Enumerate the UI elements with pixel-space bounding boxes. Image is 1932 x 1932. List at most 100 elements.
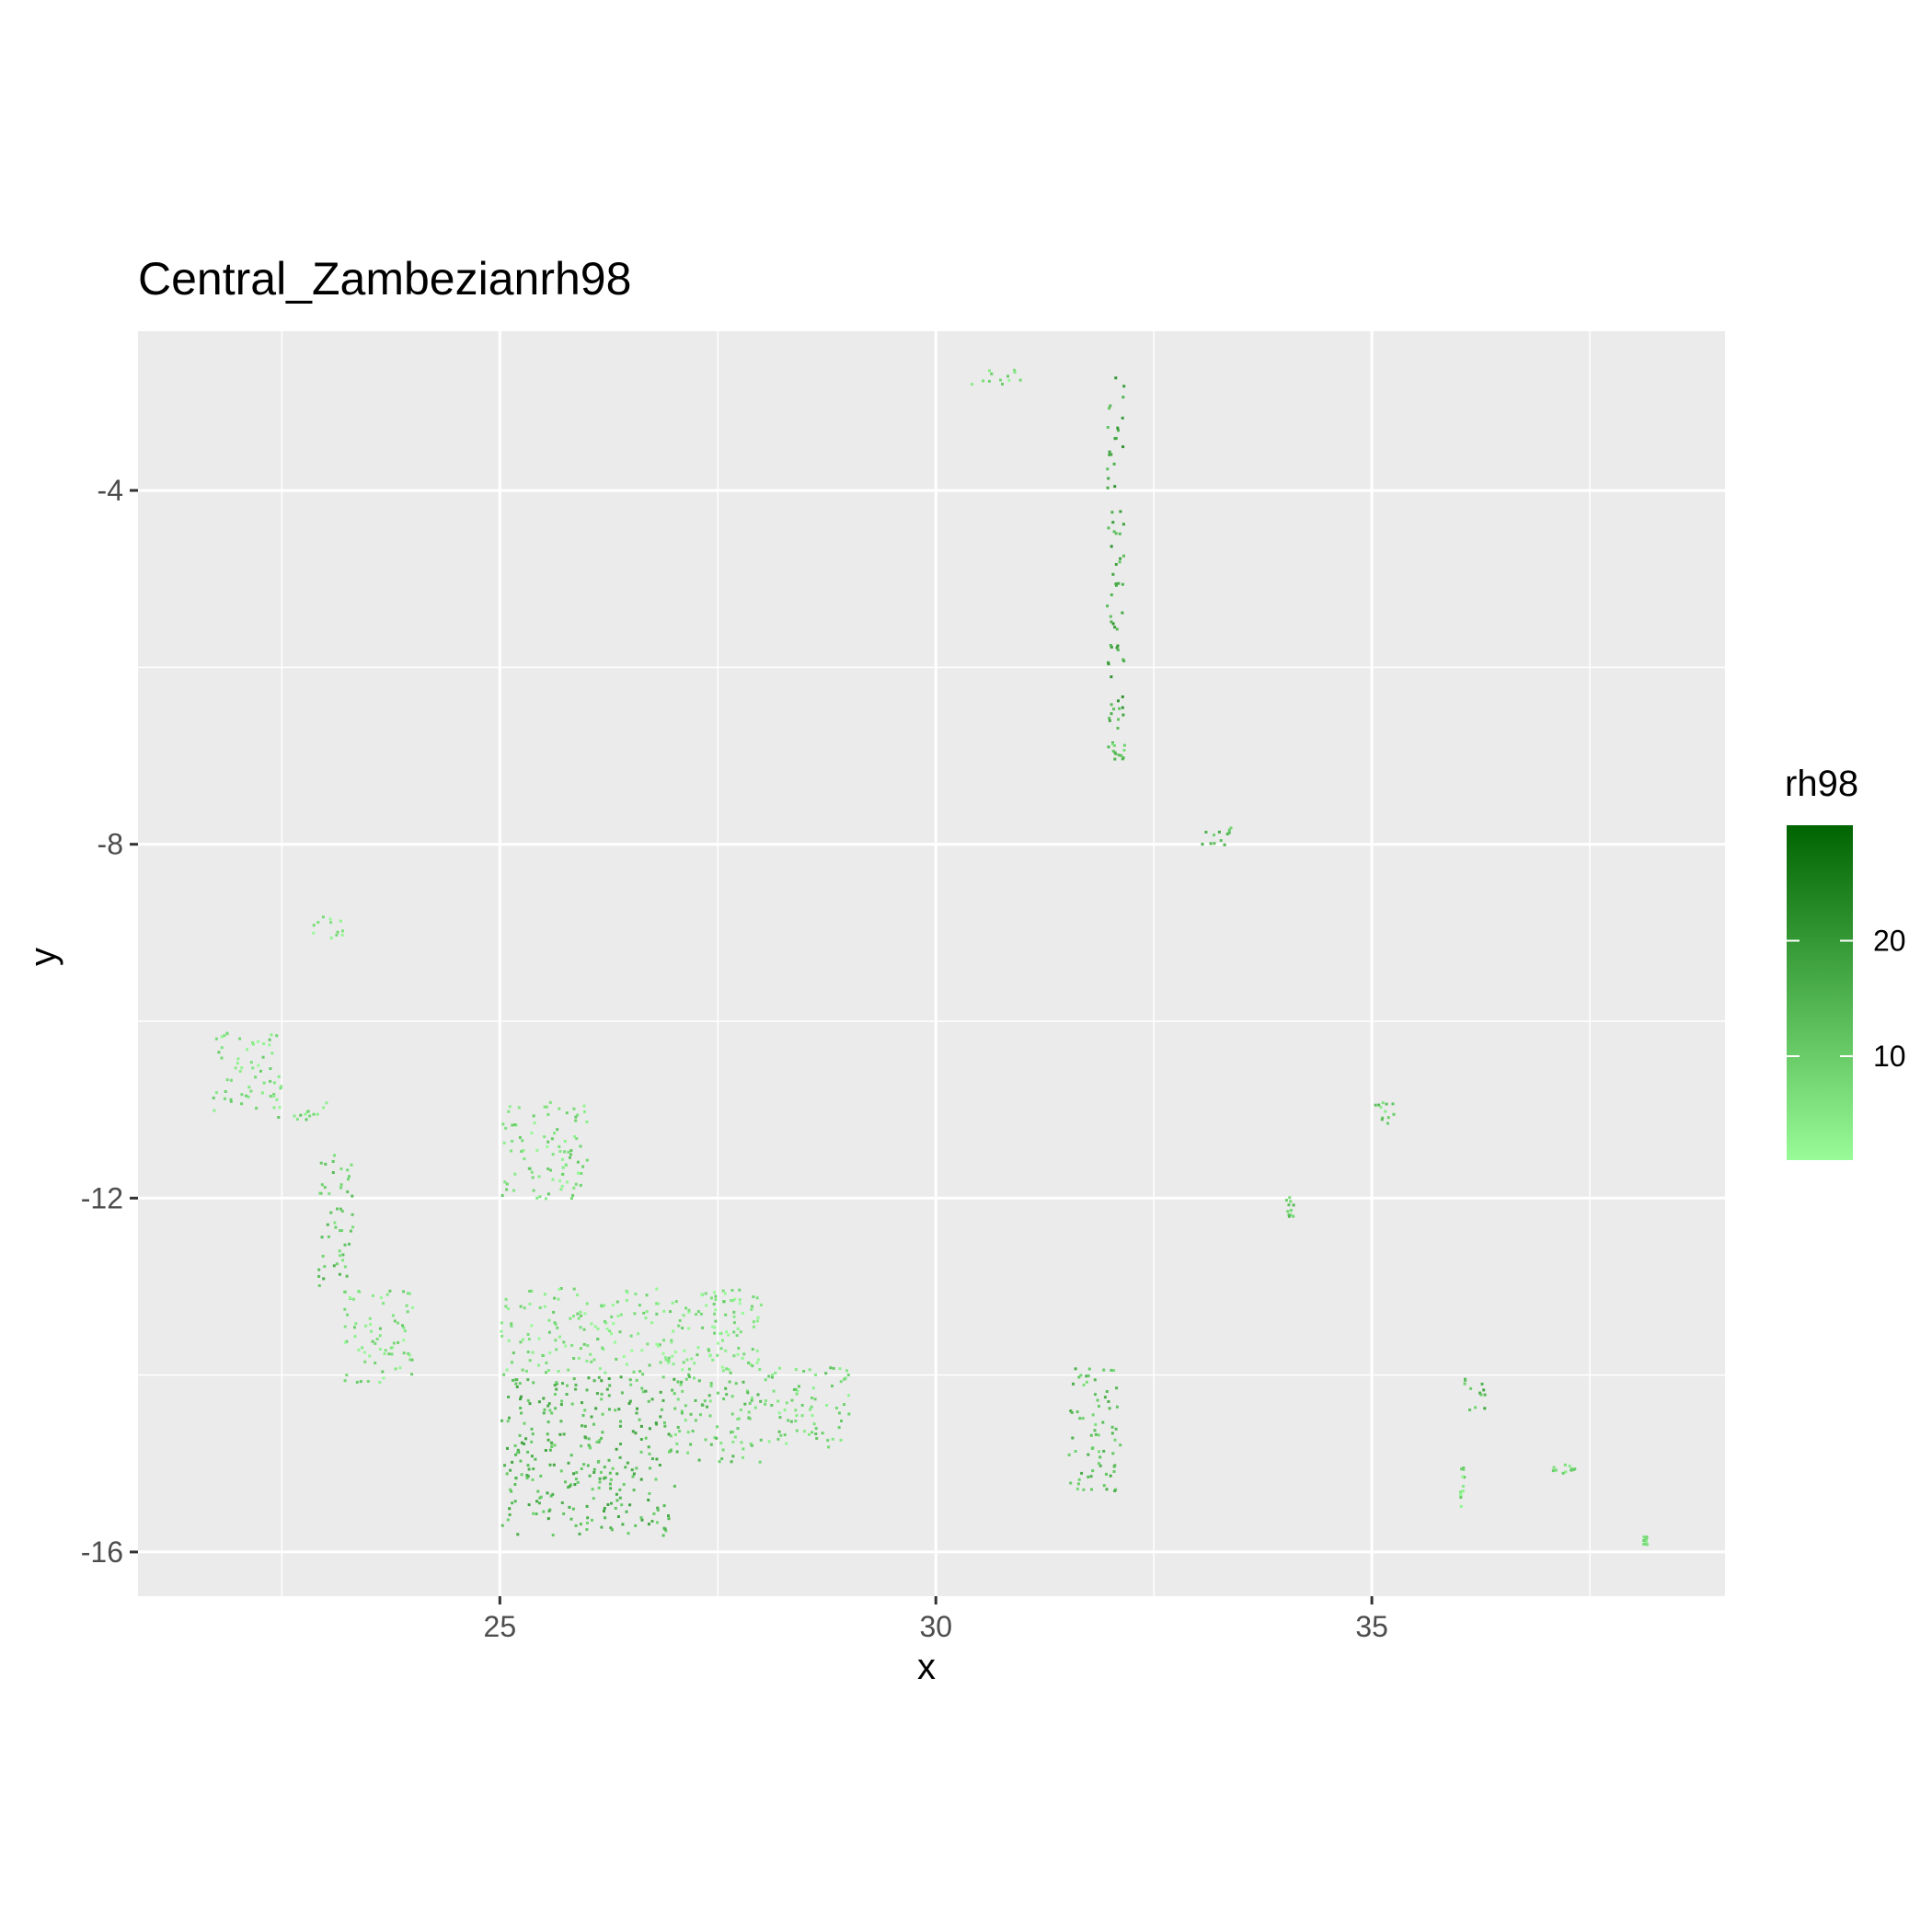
raster-cell (647, 1399, 650, 1403)
raster-cell (662, 1309, 666, 1313)
raster-cell (1284, 1199, 1288, 1202)
x-tick-label: 30 (919, 1610, 952, 1643)
raster-cell (635, 1411, 638, 1415)
raster-cell (383, 1352, 386, 1355)
raster-cell (1106, 604, 1110, 608)
raster-cell (362, 1351, 366, 1354)
raster-cell (759, 1303, 763, 1306)
raster-cell (609, 1526, 613, 1530)
raster-region (1642, 1535, 1649, 1547)
raster-cell (575, 1137, 579, 1141)
raster-cell (329, 921, 333, 925)
raster-cell (737, 1417, 741, 1420)
raster-cell (611, 1304, 615, 1306)
raster-cell (592, 1379, 596, 1383)
raster-region (1106, 376, 1126, 749)
raster-cell (306, 1110, 310, 1113)
raster-cell (1483, 1393, 1487, 1397)
raster-cell (321, 915, 325, 919)
raster-cell (544, 1197, 547, 1201)
raster-cell (1122, 660, 1126, 662)
raster-cell (713, 1291, 716, 1294)
raster-cell (530, 1324, 534, 1328)
raster-cell (655, 1521, 659, 1524)
raster-cell (1479, 1393, 1483, 1397)
raster-cell (708, 1414, 712, 1418)
raster-region (212, 1031, 283, 1112)
raster-cell (397, 1321, 399, 1325)
raster-cell (1076, 1482, 1080, 1486)
raster-cell (320, 1236, 324, 1239)
raster-cell (716, 1391, 719, 1395)
raster-cell (543, 1305, 546, 1308)
raster-cell (323, 1265, 327, 1269)
raster-cell (336, 930, 339, 934)
raster-cell (687, 1373, 691, 1376)
raster-cell (1117, 699, 1120, 703)
raster-cell (229, 1098, 233, 1101)
raster-cell (548, 1351, 552, 1354)
raster-cell (531, 1432, 535, 1436)
raster-cell (323, 1186, 327, 1190)
raster-cell (564, 1163, 568, 1167)
raster-cell (391, 1314, 395, 1317)
raster-cell (716, 1425, 719, 1429)
raster-cell (748, 1417, 752, 1420)
raster-cell (500, 1194, 504, 1197)
raster-cell (647, 1445, 650, 1449)
raster-cell (845, 1369, 848, 1373)
raster-cell (1122, 743, 1126, 747)
raster-cell (582, 1328, 586, 1331)
raster-cell (728, 1380, 731, 1384)
raster-cell (647, 1499, 650, 1501)
raster-cell (1121, 445, 1125, 449)
raster-cell (506, 1518, 510, 1522)
raster-cell (503, 1464, 506, 1467)
raster-cell (1460, 1467, 1464, 1471)
raster-cell (502, 1373, 506, 1376)
raster-cell (551, 1492, 555, 1496)
raster-cell (625, 1510, 628, 1513)
raster-cell (599, 1470, 603, 1474)
raster-cell (1115, 1405, 1119, 1409)
raster-cell (840, 1420, 843, 1422)
raster-cell (574, 1383, 578, 1386)
raster-cell (562, 1512, 566, 1515)
raster-cell (519, 1395, 523, 1398)
raster-cell (327, 1235, 330, 1238)
raster-cell (550, 1445, 554, 1448)
raster-cell (631, 1430, 635, 1433)
raster-cell (240, 1102, 244, 1106)
raster-cell (349, 1229, 352, 1233)
raster-cell (673, 1432, 677, 1436)
raster-cell (543, 1293, 546, 1296)
raster-cell (504, 1126, 508, 1130)
raster-cell (1113, 751, 1117, 754)
raster-cell (639, 1478, 643, 1481)
raster-cell (659, 1390, 662, 1394)
raster-cell (343, 1243, 347, 1247)
raster-cell (1113, 1438, 1117, 1442)
raster-cell (705, 1304, 708, 1307)
raster-cell (1098, 1450, 1101, 1454)
raster-cell (738, 1298, 742, 1302)
raster-cell (735, 1334, 739, 1338)
raster-cell (644, 1389, 648, 1393)
raster-cell (261, 1055, 265, 1059)
raster-cell (351, 1194, 354, 1198)
raster-cell (585, 1120, 589, 1123)
raster-cell (572, 1357, 576, 1360)
raster-cell (569, 1156, 571, 1159)
raster-cell (1563, 1463, 1567, 1466)
raster-cell (815, 1437, 819, 1440)
raster-cell (758, 1460, 762, 1464)
raster-cell (272, 1095, 276, 1098)
raster-cell (557, 1297, 560, 1301)
raster-cell (530, 1289, 534, 1293)
raster-cell (552, 1463, 556, 1466)
raster-cell (618, 1496, 622, 1500)
raster-cell (537, 1363, 541, 1367)
raster-cell (508, 1507, 512, 1511)
raster-cell (329, 1211, 333, 1214)
raster-cell (1385, 1102, 1388, 1106)
